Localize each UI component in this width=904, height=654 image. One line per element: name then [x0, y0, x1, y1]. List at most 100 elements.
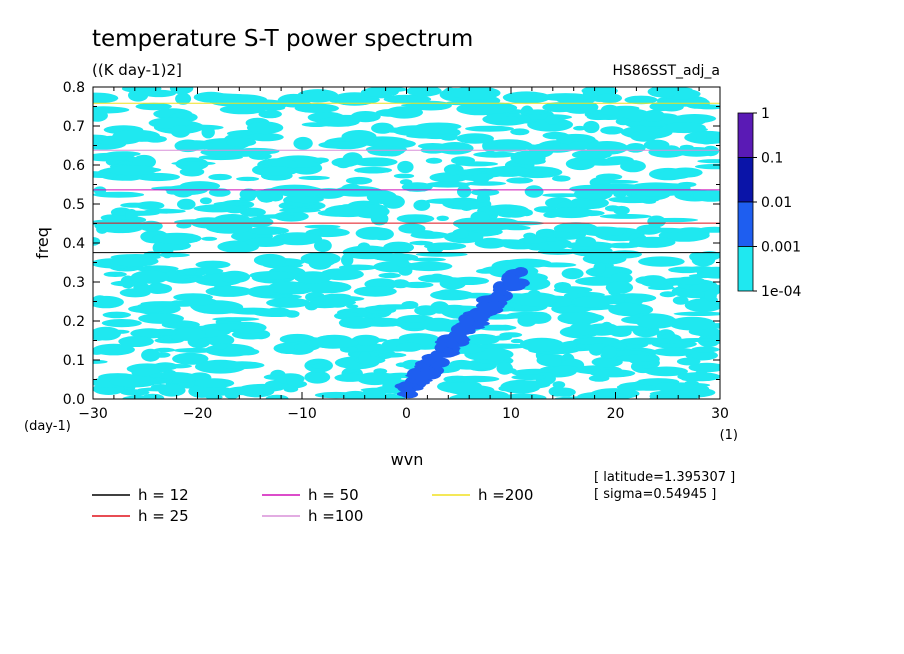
spectral-blob: [501, 242, 532, 248]
spectral-blob: [195, 260, 231, 269]
spectral-blob: [413, 199, 431, 211]
sigma-annotation: [ sigma=0.54945 ]: [594, 487, 716, 502]
spectral-blob: [294, 103, 339, 114]
dispersion-curves: [93, 102, 720, 399]
spectral-blob: [93, 347, 105, 355]
spectral-blob: [93, 92, 119, 104]
spectral-blob: [93, 106, 130, 114]
spectral-density-field: [93, 87, 720, 399]
spectral-blob: [342, 152, 363, 166]
spectral-blob: [312, 157, 329, 163]
y-tick-label: 0.1: [63, 353, 85, 369]
spectral-blob: [604, 205, 621, 212]
spectral-blob: [199, 197, 212, 205]
spectral-blob: [518, 237, 547, 244]
spectral-blob: [557, 311, 602, 325]
spectral-blob: [279, 207, 321, 213]
spectral-blob: [140, 301, 186, 307]
spectral-blob: [706, 131, 720, 142]
spectral-blob-strong: [492, 287, 503, 293]
spectral-blob: [615, 117, 632, 126]
spectral-blob: [353, 157, 398, 167]
spectral-blob: [341, 253, 354, 267]
colorbar-level-label: 0.001: [761, 240, 801, 256]
spectral-blob: [451, 87, 501, 100]
spectral-blob: [425, 157, 443, 164]
spectral-blob: [93, 191, 145, 198]
spectral-blob: [120, 202, 150, 208]
spectral-blob: [109, 375, 159, 388]
spectral-blob-strong: [484, 294, 508, 304]
spectral-blob: [691, 346, 720, 353]
spectral-blob: [304, 224, 341, 229]
spectral-blob: [511, 374, 546, 381]
spectral-blob: [410, 231, 449, 239]
spectral-blob: [697, 159, 720, 164]
spectral-blob: [536, 262, 577, 268]
spectral-blob: [411, 257, 447, 262]
spectral-blob: [226, 307, 278, 315]
spectral-blob-strong: [422, 357, 436, 365]
spectral-blob: [470, 211, 490, 223]
spectral-blob: [663, 122, 706, 134]
spectral-blob: [103, 271, 127, 277]
spectral-blob: [639, 275, 667, 287]
spectral-blob: [383, 94, 432, 104]
spectral-blob: [652, 347, 697, 357]
spectral-blob: [500, 116, 520, 126]
spectral-blob: [398, 223, 426, 234]
spectral-blob: [502, 225, 531, 231]
spectral-blob: [184, 277, 208, 282]
spectral-blob: [593, 262, 606, 274]
spectral-blob: [579, 226, 627, 237]
spectral-blob: [172, 352, 209, 365]
spectral-blob: [498, 385, 514, 392]
spectral-blob: [693, 104, 720, 110]
spectral-blob: [265, 394, 289, 399]
spectral-blob: [311, 363, 327, 369]
spectral-blob: [141, 89, 176, 98]
spectral-blob: [158, 384, 186, 397]
spectral-blob-strong: [460, 315, 475, 328]
spectral-blob: [669, 316, 716, 331]
colorbar-swatch: [737, 201, 754, 247]
y-tick-labels: 0.0 0.1 0.2 0.3 0.4 0.5 0.6 0.7 0.8: [63, 80, 85, 408]
spectral-blob: [148, 283, 173, 294]
spectral-blob: [457, 185, 472, 198]
spectral-blob: [540, 231, 574, 238]
y-tick-label: 0.5: [63, 197, 85, 213]
spectral-blob: [358, 351, 372, 366]
spectral-blob: [236, 176, 260, 182]
spectral-blob: [373, 253, 419, 262]
spectral-blob: [266, 297, 311, 308]
spectral-blob: [676, 357, 701, 366]
spectral-blob: [595, 173, 623, 181]
spectral-blob: [135, 102, 172, 111]
spectral-blob: [279, 333, 316, 345]
spectral-blob-strong: [445, 340, 459, 349]
spectral-blob: [170, 125, 191, 138]
spectral-blob: [180, 269, 197, 275]
spectral-blob: [620, 337, 671, 345]
colorbar-swatch: [737, 246, 754, 292]
spectral-blob: [575, 236, 596, 247]
spectral-blob: [219, 361, 265, 370]
spectral-blob: [605, 281, 634, 294]
spectral-blob: [477, 343, 529, 349]
spectral-blob: [688, 362, 720, 373]
spectral-blob: [483, 223, 507, 232]
spectral-blob: [635, 191, 680, 197]
chart-title: temperature S-T power spectrum: [92, 26, 473, 52]
spectral-blob: [496, 361, 513, 375]
spectral-blob: [355, 226, 391, 240]
spectral-blob: [456, 133, 494, 144]
spectral-blob: [684, 298, 720, 313]
spectral-blob: [487, 204, 524, 213]
spectral-blob: [451, 200, 486, 210]
spectral-blob: [306, 338, 359, 349]
spectral-blob: [173, 347, 219, 353]
y-tick-label: 0.6: [63, 158, 85, 174]
spectral-blob: [188, 384, 216, 398]
spectral-blob: [543, 211, 559, 218]
spectral-blob: [693, 190, 720, 202]
